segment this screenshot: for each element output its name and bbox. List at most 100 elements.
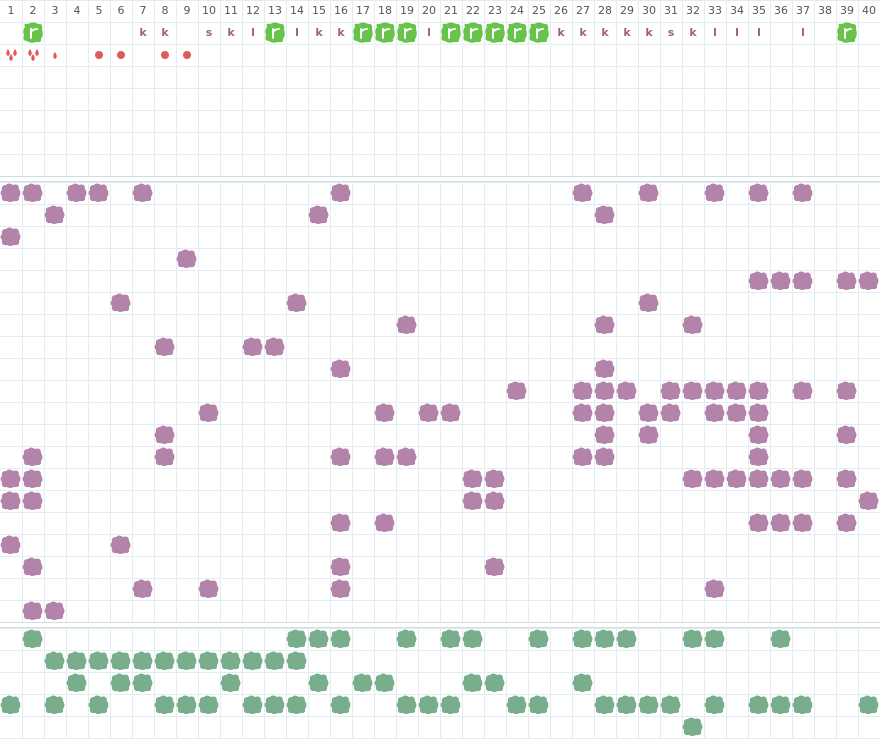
tile-shape <box>353 22 373 43</box>
column-number: 22 <box>466 4 480 17</box>
purple-blob <box>132 579 153 598</box>
tile-glyph <box>30 28 38 39</box>
green-blob <box>396 695 417 714</box>
green-blob <box>484 673 505 692</box>
purple-blob <box>726 403 747 422</box>
purple-blob <box>594 205 615 224</box>
green-blob <box>330 629 351 648</box>
purple-blob <box>682 315 703 334</box>
tile-glyph <box>272 28 280 39</box>
column-number: 31 <box>664 4 678 17</box>
red-drop <box>31 54 35 61</box>
purple-blob <box>484 469 505 488</box>
green-blob <box>286 629 307 648</box>
purple-blob <box>660 403 681 422</box>
green-tile <box>485 22 505 43</box>
column-number: 12 <box>246 4 260 17</box>
green-blob <box>770 695 791 714</box>
purple-blob <box>22 557 43 576</box>
red-drop <box>9 54 13 61</box>
column-number: 10 <box>202 4 216 17</box>
column-number: 5 <box>96 4 103 17</box>
green-blob <box>22 629 43 648</box>
green-tile <box>463 22 483 43</box>
green-blob <box>286 695 307 714</box>
column-number: 2 <box>30 4 37 17</box>
column-number: 34 <box>730 4 744 17</box>
green-blob <box>44 651 65 670</box>
tile-shape <box>507 22 527 43</box>
red-drop <box>53 52 57 59</box>
green-blob <box>704 695 725 714</box>
green-blob <box>110 673 131 692</box>
column-number: 4 <box>74 4 81 17</box>
purple-blob <box>330 557 351 576</box>
green-blob <box>220 673 241 692</box>
purple-blob <box>748 381 769 400</box>
green-blob <box>352 673 373 692</box>
purple-blob <box>792 271 813 290</box>
purple-blob <box>330 183 351 202</box>
purple-blob <box>396 447 417 466</box>
green-blob <box>616 695 637 714</box>
tile-glyph <box>360 28 368 39</box>
column-number: 26 <box>554 4 568 17</box>
tile-shape <box>441 22 461 43</box>
green-blob <box>792 695 813 714</box>
green-blob <box>770 629 791 648</box>
cell-letter: k <box>315 26 323 39</box>
red-drop <box>28 49 32 56</box>
green-blob <box>506 695 527 714</box>
green-blob <box>858 695 879 714</box>
tile-shape <box>485 22 505 43</box>
purple-blob <box>572 403 593 422</box>
column-number: 7 <box>140 4 147 17</box>
green-tile <box>23 22 43 43</box>
purple-blob <box>484 491 505 510</box>
green-blob <box>462 673 483 692</box>
purple-blob <box>132 183 153 202</box>
purple-blob <box>0 227 21 246</box>
purple-blob <box>462 469 483 488</box>
cell-letter: k <box>645 26 653 39</box>
purple-blob <box>792 513 813 532</box>
cell-letter: k <box>161 26 169 39</box>
tile-glyph <box>448 28 456 39</box>
cell-letter: l <box>735 26 739 39</box>
purple-blob <box>704 469 725 488</box>
purple-blob <box>176 249 197 268</box>
column-number: 29 <box>620 4 634 17</box>
column-number: 38 <box>818 4 832 17</box>
purple-blob <box>66 183 87 202</box>
tile-glyph <box>470 28 478 39</box>
green-tile <box>375 22 395 43</box>
purple-blob <box>264 337 285 356</box>
purple-blob <box>770 469 791 488</box>
purple-blob <box>682 381 703 400</box>
green-blob <box>110 651 131 670</box>
column-number: 25 <box>532 4 546 17</box>
green-blob <box>748 695 769 714</box>
purple-blob <box>836 469 857 488</box>
purple-blob <box>440 403 461 422</box>
purple-blob <box>660 381 681 400</box>
purple-blob <box>308 205 329 224</box>
tile-shape <box>463 22 483 43</box>
green-blob <box>44 695 65 714</box>
purple-blob <box>88 183 109 202</box>
column-number: 39 <box>840 4 854 17</box>
purple-blob <box>748 469 769 488</box>
column-number: 16 <box>334 4 348 17</box>
green-blob <box>440 695 461 714</box>
green-blob <box>88 695 109 714</box>
purple-blob <box>0 491 21 510</box>
purple-blob <box>330 513 351 532</box>
cell-letter: l <box>757 26 761 39</box>
column-number: 11 <box>224 4 238 17</box>
purple-blob <box>22 469 43 488</box>
purple-blob <box>198 579 219 598</box>
section-separator <box>0 622 880 628</box>
purple-blob <box>396 315 417 334</box>
purple-blob <box>22 601 43 620</box>
purple-blob <box>286 293 307 312</box>
